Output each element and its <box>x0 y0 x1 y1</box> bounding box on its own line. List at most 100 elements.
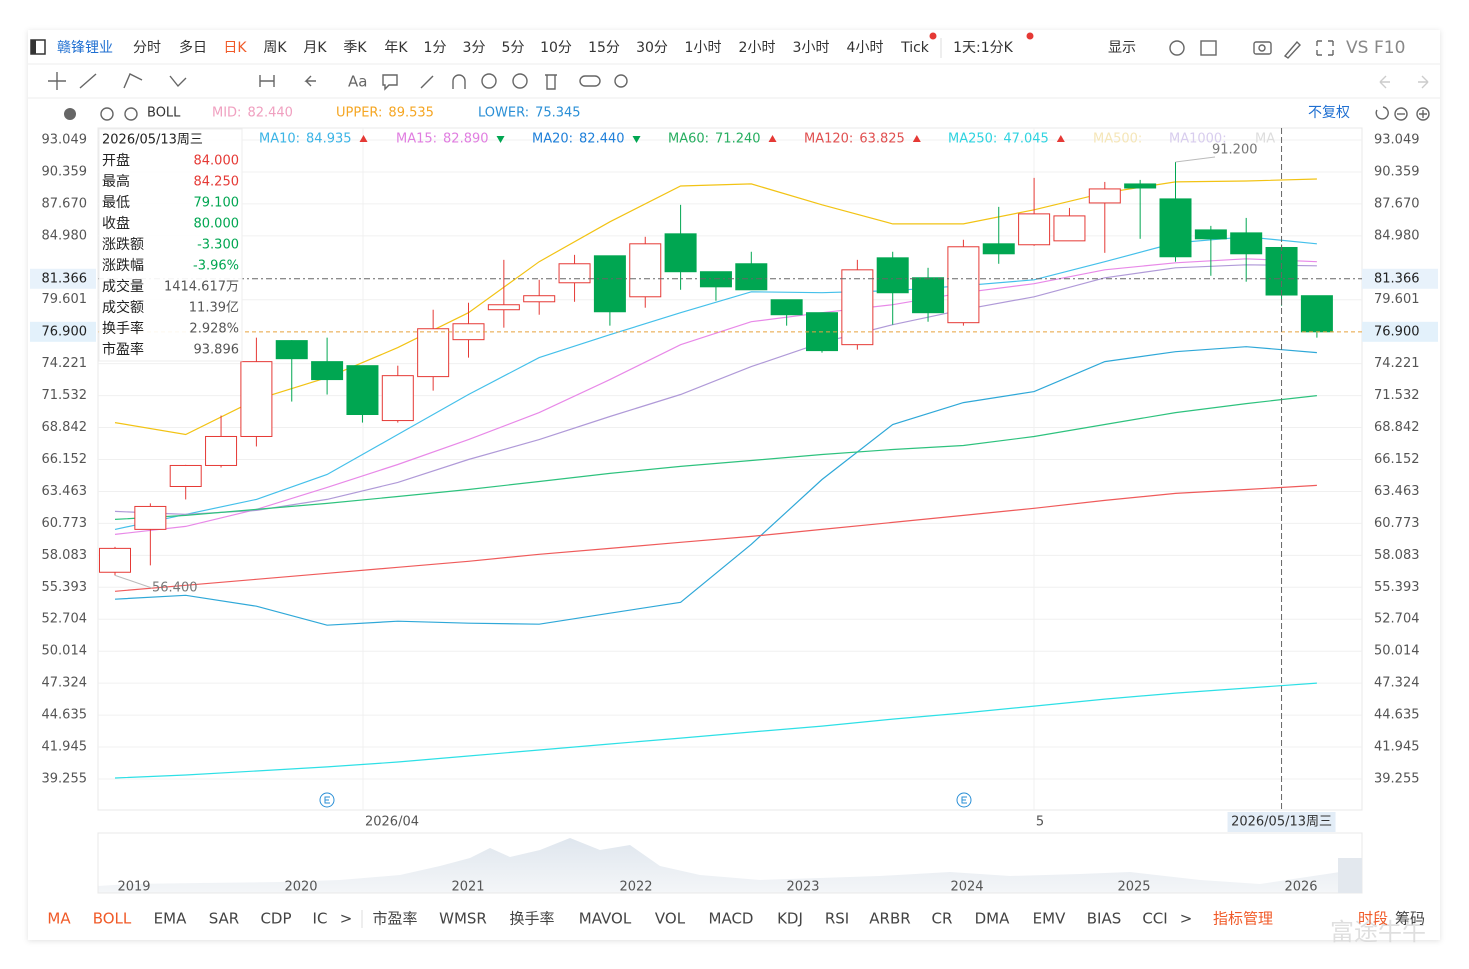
period-tab[interactable]: 1分 <box>424 40 447 56</box>
candle-body[interactable] <box>169 464 202 487</box>
y-tick-label: 90.359 <box>42 164 88 179</box>
indicator-tab[interactable]: EMV <box>1033 910 1066 928</box>
candle-body[interactable] <box>558 263 591 284</box>
indicator-tab[interactable]: > <box>1180 910 1193 928</box>
candle-body[interactable] <box>841 269 874 346</box>
period-tab[interactable]: 周K <box>263 40 287 56</box>
period-tab[interactable]: 30分 <box>636 40 668 56</box>
session-tab[interactable]: 时段 <box>1358 910 1388 928</box>
indicator-tab[interactable]: SAR <box>209 910 239 928</box>
info-value: 79.100 <box>194 196 240 211</box>
period-tab[interactable]: 2小时 <box>739 40 776 56</box>
candle-body[interactable] <box>629 243 662 298</box>
trend-arrow <box>496 136 505 143</box>
candle-body[interactable] <box>417 328 450 378</box>
indicator-name: BOLL <box>147 106 181 121</box>
period-tab[interactable]: Tick <box>900 40 930 56</box>
period-tab[interactable]: 1小时 <box>685 40 722 56</box>
ma-legend-label: MA500: <box>1093 132 1142 147</box>
indicator-tab[interactable]: CR <box>932 910 953 928</box>
candle-body[interactable] <box>1194 229 1227 240</box>
candle-body[interactable] <box>1159 198 1192 258</box>
candle-body[interactable] <box>240 361 273 437</box>
candle-body[interactable] <box>664 233 697 273</box>
candle-body[interactable] <box>947 246 980 324</box>
period-tab[interactable]: 年K <box>384 40 408 56</box>
f10-button[interactable]: F10 <box>1374 38 1405 58</box>
ma-legend-label: MA10: <box>259 132 300 147</box>
candle-body[interactable] <box>876 257 909 294</box>
indicator-tab[interactable]: 市盈率 <box>372 910 417 928</box>
candle-body[interactable] <box>311 361 344 381</box>
vs-button[interactable]: VS <box>1346 38 1368 58</box>
indicator-manage[interactable]: 指标管理 <box>1213 910 1273 928</box>
indicator-tab[interactable]: > <box>340 910 353 928</box>
indicator-value: 82.440 <box>247 106 293 121</box>
navigator-window[interactable] <box>1338 858 1362 893</box>
indicator-tab[interactable]: KDJ <box>777 910 803 928</box>
period-tab[interactable]: 3分 <box>463 40 486 56</box>
text-tool[interactable]: Aa <box>348 73 367 91</box>
adjust-button[interactable]: 不复权 <box>1308 104 1350 121</box>
y-tick-label-right: 74.221 <box>1374 356 1420 371</box>
candle-body[interactable] <box>1018 213 1051 246</box>
indicator-tab[interactable]: CCI <box>1142 910 1167 928</box>
candle-body[interactable] <box>1053 215 1086 242</box>
candle-body[interactable] <box>912 277 945 314</box>
period-tab[interactable]: 多日 <box>179 39 207 56</box>
candle-body[interactable] <box>1124 183 1157 189</box>
ma-legend-value: 47.045 <box>1003 132 1049 147</box>
indicator-tab[interactable]: BOLL <box>93 910 132 928</box>
candle-body[interactable] <box>205 435 238 466</box>
trend-arrow <box>912 135 921 142</box>
indicator-tab[interactable]: VOL <box>655 910 686 928</box>
crosshair-date: 2026/05/13周三 <box>1231 815 1332 830</box>
indicator-tab[interactable]: WMSR <box>439 910 487 928</box>
ma-legend-label: MA1000: <box>1169 132 1227 147</box>
period-tab[interactable]: 4小时 <box>847 40 884 56</box>
display-menu[interactable]: 显示 <box>1108 40 1136 56</box>
indicator-tab[interactable]: MAVOL <box>579 910 632 928</box>
trend-arrow <box>632 136 641 143</box>
indicator-tab[interactable]: IC <box>313 910 328 928</box>
indicator-tab[interactable]: ARBR <box>869 910 910 928</box>
candle-body[interactable] <box>982 243 1015 255</box>
candle-body[interactable] <box>346 365 379 416</box>
indicator-tab[interactable]: 换手率 <box>509 910 554 928</box>
y-tick-label: 87.670 <box>42 196 88 211</box>
candle-body[interactable] <box>593 255 626 313</box>
indicator-tab[interactable]: CDP <box>260 910 291 928</box>
candle-body[interactable] <box>134 505 167 530</box>
indicator-tab[interactable]: DMA <box>975 910 1010 928</box>
indicator-tab[interactable]: RSI <box>825 910 849 928</box>
period-tab[interactable]: 季K <box>343 40 367 56</box>
badge <box>1026 32 1034 40</box>
chips-tab[interactable]: 筹码 <box>1395 910 1425 928</box>
period-tab[interactable]: 分时 <box>133 40 161 56</box>
indicator-tab[interactable]: MACD <box>709 910 754 928</box>
candle-body[interactable] <box>99 547 131 573</box>
candle-body[interactable] <box>1230 232 1263 255</box>
period-tab[interactable]: 5分 <box>502 40 525 56</box>
period-tab[interactable]: 1天:1分K <box>953 40 1014 56</box>
indicator-tab[interactable]: BIAS <box>1087 910 1122 928</box>
period-tab[interactable]: 3小时 <box>793 40 830 56</box>
candle-body[interactable] <box>770 299 803 316</box>
candle-body[interactable] <box>1300 295 1333 333</box>
toolbar-icons[interactable] <box>48 40 1430 121</box>
indicator-tab[interactable]: MA <box>47 910 71 928</box>
info-value: -3.96% <box>193 259 239 274</box>
candle-body[interactable] <box>275 340 308 360</box>
period-tab[interactable]: 15分 <box>588 40 620 56</box>
period-tab[interactable]: 日K <box>223 40 247 56</box>
candle-body[interactable] <box>523 295 556 303</box>
indicator-tab[interactable]: EMA <box>154 910 187 928</box>
candle-body[interactable] <box>735 263 768 291</box>
period-tab[interactable]: 月K <box>303 40 327 56</box>
candle-body[interactable] <box>1088 188 1121 204</box>
stock-name[interactable]: 赣锋锂业 <box>57 40 113 56</box>
candle-body[interactable] <box>487 304 520 311</box>
candle-body[interactable] <box>381 375 414 422</box>
period-tab[interactable]: 10分 <box>540 40 572 56</box>
